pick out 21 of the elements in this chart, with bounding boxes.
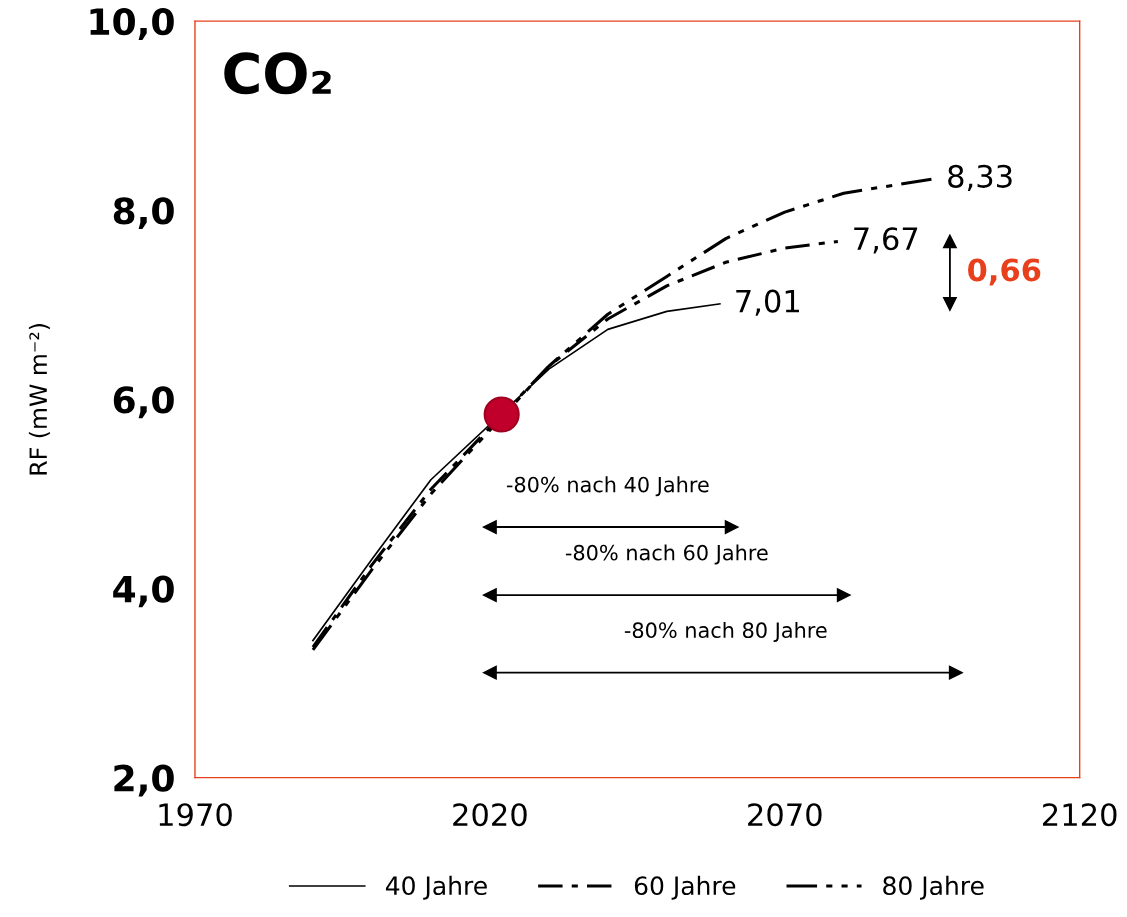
annotation: 0,66 — [968, 258, 1041, 286]
x-tick-label: 1970 — [159, 803, 232, 827]
y-tick-label: 2,0 — [114, 764, 174, 797]
y-tick-label: 4,0 — [113, 575, 174, 608]
legend-label: 40 Jahre — [385, 875, 487, 900]
legend-label: 80 Jahre — [883, 875, 984, 900]
y-tick-label: 6,0 — [113, 386, 174, 419]
annotation: 7,01 — [736, 289, 799, 316]
chart-title: CO₂ — [224, 52, 331, 95]
annotation: 8,33 — [948, 164, 1012, 191]
y-tick-label: 8,0 — [113, 197, 174, 230]
annotation: -80% nach 60 Jahre — [565, 544, 768, 565]
annotation: -80% nach 40 Jahre — [506, 476, 709, 497]
x-tick-label: 2120 — [1043, 803, 1117, 827]
x-tick-label: 2070 — [748, 803, 822, 827]
y-tick-label: 10,0 — [90, 8, 174, 40]
y-axis-title: RF (mW m⁻²) — [28, 324, 50, 475]
legend-label: 60 Jahre — [634, 875, 736, 900]
annotation: 7,67 — [854, 227, 918, 254]
x-tick-label: 2020 — [453, 803, 527, 827]
annotation: -80% nach 80 Jahre — [624, 621, 827, 642]
